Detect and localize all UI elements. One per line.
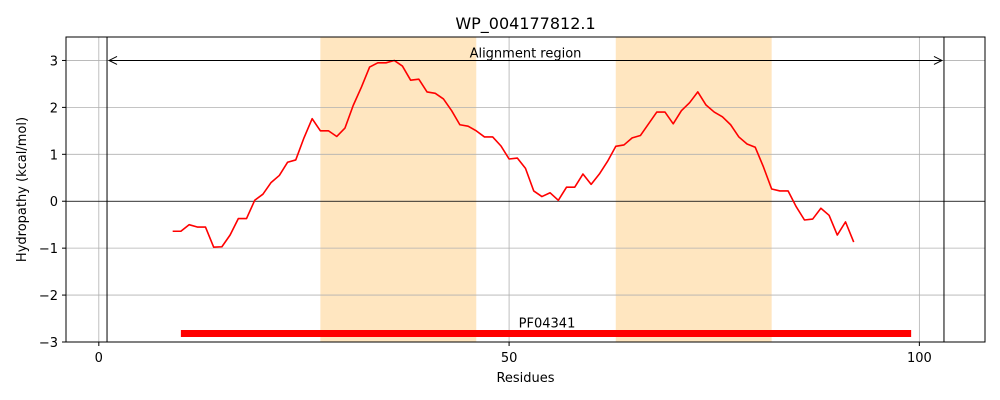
annotation-layer: Alignment region PF04341 bbox=[107, 46, 944, 332]
highlight-layer bbox=[320, 37, 772, 342]
x-axis-label: Residues bbox=[496, 371, 554, 386]
alignment-arrow-left-head bbox=[107, 56, 118, 65]
plot-frame bbox=[65, 36, 986, 343]
hydropathy-line bbox=[172, 59, 855, 249]
y-tick-label-2: −1 bbox=[39, 242, 58, 257]
ticks-layer: 0 50 100 −3 −2 −1 0 1 2 3 bbox=[39, 54, 932, 366]
y-tick-label-3: 0 bbox=[50, 195, 58, 210]
y-tick-label-0: −3 bbox=[39, 336, 58, 351]
y-tick-label-1: −2 bbox=[39, 289, 58, 304]
x-tick-label-0: 0 bbox=[95, 351, 103, 366]
chart-title: WP_004177812.1 bbox=[455, 14, 595, 34]
reference-lines-layer bbox=[66, 37, 985, 342]
x-tick-label-1: 50 bbox=[501, 351, 518, 366]
grid-layer bbox=[66, 37, 985, 343]
domain-label: PF04341 bbox=[519, 317, 576, 332]
alignment-arrow-right-head bbox=[933, 56, 944, 65]
y-tick-label-5: 2 bbox=[50, 101, 58, 116]
alignment-region-label: Alignment region bbox=[470, 46, 582, 61]
y-tick-label-4: 1 bbox=[50, 148, 58, 163]
y-axis-label: Hydropathy (kcal/mol) bbox=[15, 117, 30, 262]
highlight-region-1 bbox=[320, 37, 477, 342]
highlight-region-2 bbox=[615, 37, 772, 342]
y-tick-label-6: 3 bbox=[50, 54, 58, 69]
data-layer bbox=[172, 59, 912, 338]
x-tick-label-2: 100 bbox=[907, 351, 932, 366]
